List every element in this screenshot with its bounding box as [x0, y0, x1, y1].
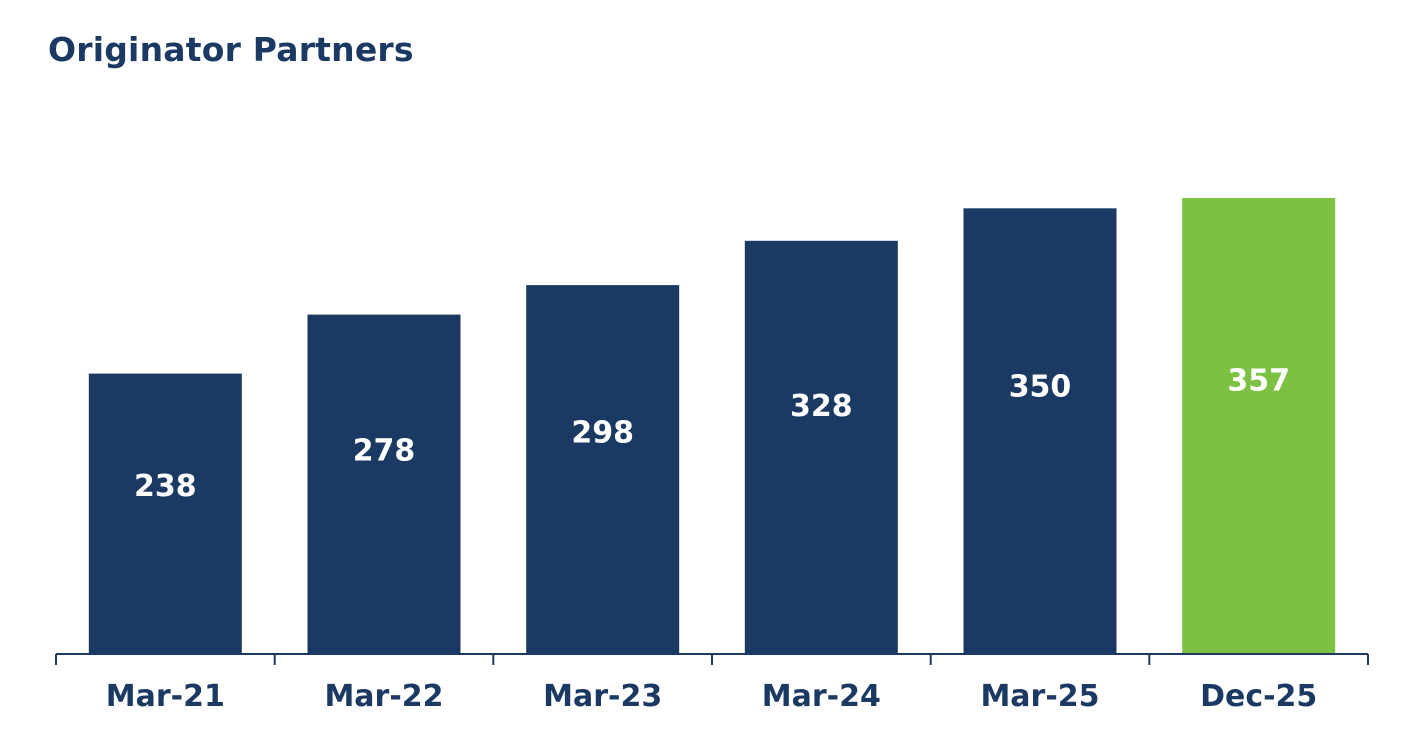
bar-mar-24 — [744, 240, 898, 655]
x-tick-label: Mar-22 — [324, 679, 443, 714]
bar-value-label: 357 — [1227, 363, 1290, 398]
bar-mar-22 — [307, 314, 461, 654]
x-tick-label: Mar-24 — [762, 679, 881, 714]
bar-value-label: 278 — [353, 433, 416, 468]
chart-title: Originator Partners — [48, 30, 414, 69]
x-axis — [55, 653, 1369, 665]
bar-mar-21 — [88, 373, 242, 654]
x-tick-labels: Mar-21 Mar-22 Mar-23 Mar-24 Mar-25 Dec-25 — [106, 679, 1318, 714]
bar-mar-25 — [963, 208, 1117, 655]
bar-value-label: 298 — [571, 416, 634, 451]
bar-value-label: 350 — [1009, 370, 1072, 405]
bar-value-label: 328 — [790, 389, 853, 424]
bar-dec-25 — [1182, 198, 1336, 654]
bars-layer — [88, 198, 1336, 655]
x-tick-label: Mar-25 — [980, 679, 1099, 714]
x-tick-label: Dec-25 — [1200, 679, 1317, 714]
x-tick-label: Mar-23 — [543, 679, 662, 714]
bar-value-label: 238 — [134, 469, 197, 504]
x-tick-label: Mar-21 — [106, 679, 225, 714]
value-labels-layer: 238 278 298 328 350 357 — [134, 363, 1290, 503]
bar-mar-23 — [526, 285, 680, 654]
